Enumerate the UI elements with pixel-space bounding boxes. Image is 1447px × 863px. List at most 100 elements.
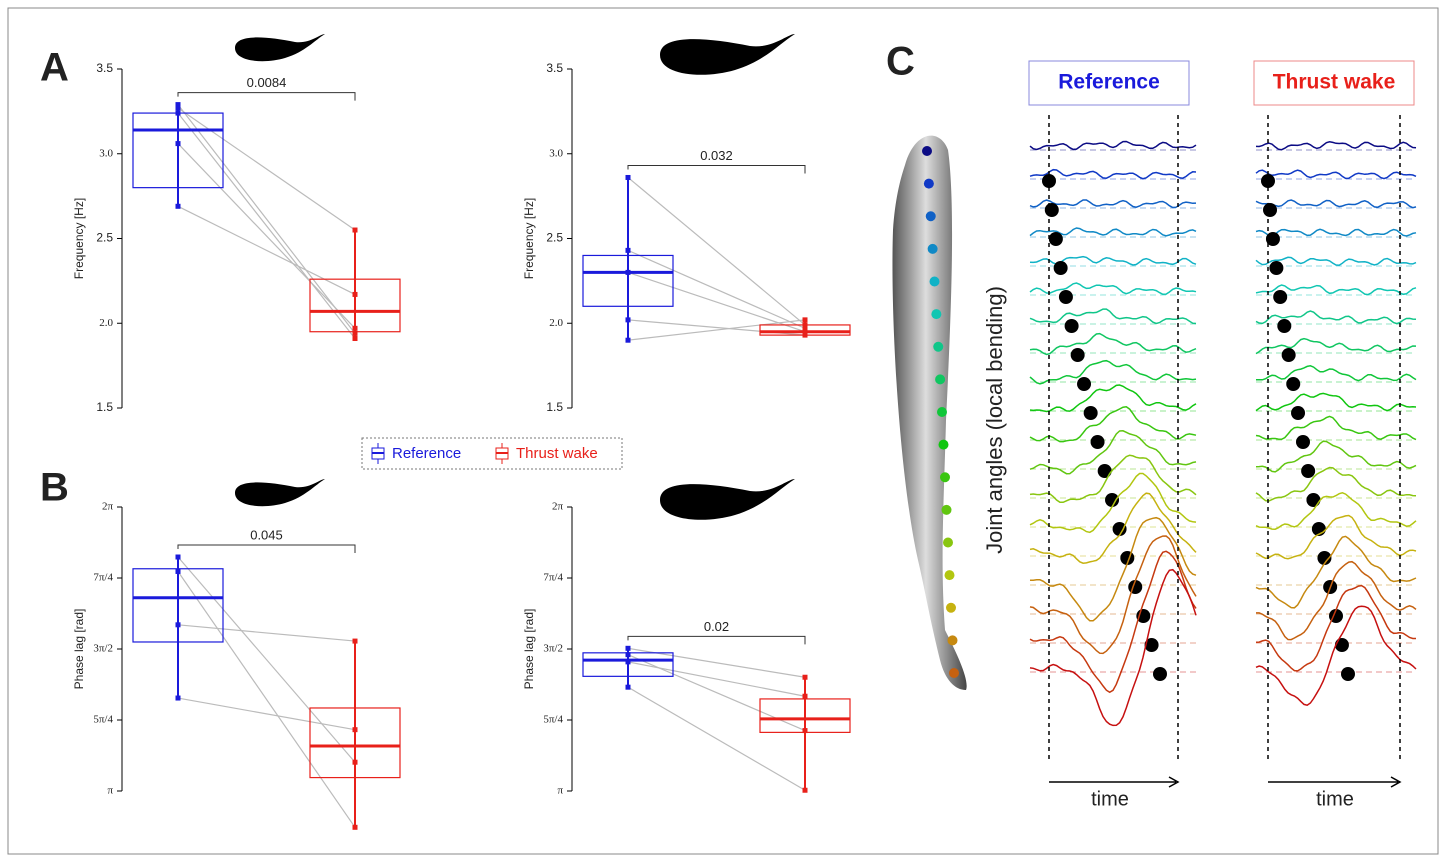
point bbox=[352, 336, 358, 342]
trace bbox=[1029, 140, 1197, 151]
panel-letter: B bbox=[40, 466, 69, 510]
phase-dot bbox=[1105, 493, 1120, 507]
trace bbox=[1255, 415, 1417, 441]
panel-letter: C bbox=[886, 40, 915, 84]
phase-dot bbox=[1090, 435, 1105, 449]
y-tick-label: 2.5 bbox=[96, 231, 113, 245]
panel-letter: A bbox=[40, 46, 69, 90]
fish-dot bbox=[941, 504, 952, 515]
trace-y-label: Joint angles (local bending) bbox=[982, 286, 1007, 554]
point bbox=[625, 247, 631, 253]
trace bbox=[1255, 284, 1417, 296]
pair-line bbox=[177, 143, 356, 329]
point bbox=[175, 554, 181, 560]
trace bbox=[1255, 492, 1417, 530]
y-tick-label: π bbox=[107, 785, 113, 797]
point bbox=[352, 638, 358, 644]
time-arrow bbox=[1268, 776, 1402, 788]
p-value: 0.032 bbox=[700, 148, 733, 163]
phase-dot bbox=[1097, 464, 1112, 478]
trace bbox=[1029, 568, 1197, 727]
trace bbox=[1256, 365, 1417, 382]
point bbox=[352, 227, 358, 233]
trace bbox=[1029, 359, 1197, 385]
fish-dot bbox=[944, 570, 955, 581]
pair-line bbox=[177, 697, 356, 731]
y-tick-label: 5π/4 bbox=[543, 714, 563, 726]
point bbox=[175, 105, 181, 111]
point bbox=[175, 695, 181, 701]
trace-title: Thrust wake bbox=[1273, 71, 1396, 94]
point bbox=[802, 693, 808, 699]
trace bbox=[1029, 454, 1197, 504]
point bbox=[175, 622, 181, 628]
fish-dot bbox=[935, 374, 946, 385]
phase-dot bbox=[1144, 638, 1159, 652]
trace bbox=[1255, 310, 1417, 325]
point bbox=[352, 325, 358, 331]
trace bbox=[1029, 492, 1197, 564]
point bbox=[175, 110, 181, 116]
trace bbox=[1255, 199, 1417, 209]
pair-line bbox=[177, 112, 356, 339]
point bbox=[802, 329, 808, 335]
trace bbox=[1029, 199, 1197, 209]
trace bbox=[1255, 605, 1417, 707]
y-tick-label: 3.5 bbox=[96, 61, 113, 75]
point bbox=[802, 787, 808, 793]
y-axis-label: Frequency [Hz] bbox=[72, 198, 86, 279]
trace bbox=[1029, 550, 1197, 694]
trace bbox=[1029, 282, 1197, 296]
fish-dot bbox=[925, 211, 936, 222]
legend-label: Reference bbox=[392, 445, 461, 462]
pair-line bbox=[627, 249, 806, 329]
y-tick-label: 7π/4 bbox=[93, 572, 113, 584]
fish-dot bbox=[931, 309, 942, 320]
phase-dot bbox=[1064, 319, 1079, 333]
significance-bracket bbox=[177, 92, 356, 101]
y-tick-label: 1.5 bbox=[546, 400, 563, 414]
point bbox=[625, 337, 631, 343]
pair-line bbox=[627, 686, 806, 791]
trace bbox=[1255, 514, 1417, 560]
significance-bracket bbox=[627, 635, 806, 645]
phase-dot bbox=[1070, 348, 1085, 362]
phase-dot bbox=[1077, 377, 1092, 391]
trace bbox=[1255, 535, 1417, 609]
point bbox=[802, 728, 808, 734]
significance-bracket bbox=[627, 164, 806, 174]
phase-dot bbox=[1301, 464, 1316, 478]
trace-title-box bbox=[1028, 60, 1190, 106]
trace bbox=[1029, 516, 1197, 622]
phase-dot bbox=[1053, 261, 1068, 275]
point bbox=[802, 322, 808, 328]
point bbox=[625, 317, 631, 323]
y-tick-label: 3π/2 bbox=[93, 643, 113, 655]
phase-dot bbox=[1265, 232, 1280, 246]
phase-dot bbox=[1273, 290, 1288, 304]
point bbox=[175, 102, 181, 108]
fish-dot bbox=[927, 243, 938, 254]
point bbox=[352, 759, 358, 765]
phase-dot bbox=[1263, 203, 1278, 217]
point bbox=[175, 568, 181, 574]
y-tick-label: 3.0 bbox=[549, 147, 563, 159]
trace bbox=[1255, 392, 1417, 412]
phase-dot bbox=[1317, 551, 1332, 565]
trace bbox=[1029, 308, 1197, 325]
y-tick-label: 2π bbox=[102, 501, 114, 513]
pair-line bbox=[627, 271, 806, 333]
y-tick-label: 3.0 bbox=[99, 147, 113, 159]
phase-dot bbox=[1341, 667, 1355, 681]
point bbox=[625, 659, 631, 665]
trace bbox=[1255, 228, 1417, 237]
fish-dot bbox=[938, 439, 949, 450]
point bbox=[352, 824, 358, 830]
p-value: 0.045 bbox=[250, 527, 283, 542]
y-tick-label: 2.5 bbox=[546, 231, 563, 245]
significance-bracket bbox=[177, 544, 356, 554]
phase-dot bbox=[1334, 638, 1349, 652]
box bbox=[132, 568, 224, 643]
pair-line bbox=[627, 319, 806, 341]
fish-dot bbox=[922, 146, 932, 156]
